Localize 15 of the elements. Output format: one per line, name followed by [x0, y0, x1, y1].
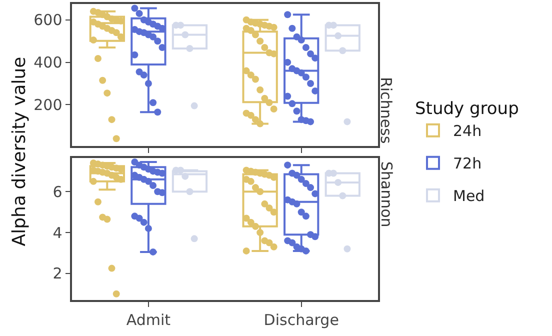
legend-label: 24h: [453, 122, 482, 140]
legend-label: Med: [453, 187, 485, 206]
y-tick-label: 200: [34, 96, 62, 114]
y-tick-label: 600: [34, 11, 62, 30]
y-tick-label: 400: [34, 54, 62, 72]
legend-title: Study group: [415, 99, 519, 120]
legend-label: 72h: [453, 154, 482, 173]
y-tick-label: 2: [52, 264, 62, 283]
y-tick-label: 6: [52, 182, 62, 201]
y-tick-label: 4: [52, 224, 62, 242]
y-axis-title: Alpha diversity value: [9, 56, 30, 246]
x-tick-label: Discharge: [264, 310, 339, 329]
x-tick-label: Admit: [126, 310, 171, 329]
text: Shannon: [378, 161, 396, 228]
text: Richness: [377, 76, 396, 144]
